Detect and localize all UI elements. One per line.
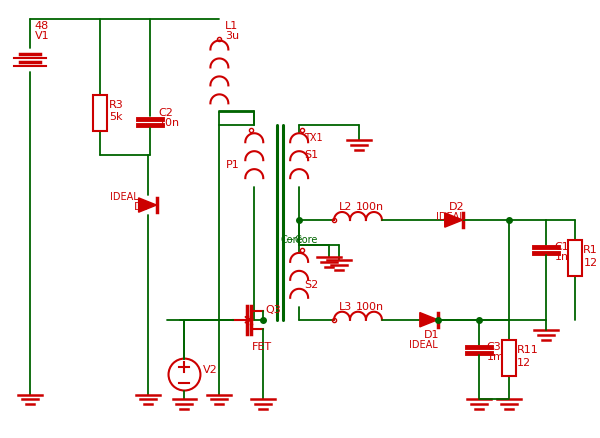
Text: R1: R1 (583, 245, 598, 255)
Text: IDEAL: IDEAL (409, 339, 437, 350)
Text: ─ Core: ─ Core (286, 235, 317, 245)
Text: L1: L1 (226, 21, 239, 31)
Text: S1: S1 (304, 150, 318, 160)
Text: 5k: 5k (109, 112, 122, 122)
Text: P1: P1 (226, 160, 240, 170)
Text: D3: D3 (134, 202, 149, 212)
Text: FET: FET (252, 342, 272, 352)
Text: Q3: Q3 (265, 305, 281, 315)
Text: 10n: 10n (158, 118, 179, 128)
Text: L2: L2 (339, 202, 352, 212)
Text: S2: S2 (304, 280, 319, 290)
Polygon shape (139, 198, 157, 212)
Text: Core: Core (280, 235, 302, 245)
Text: D1: D1 (424, 330, 439, 340)
Text: 12: 12 (517, 357, 530, 367)
Text: IDEAL: IDEAL (436, 212, 464, 222)
Text: C3: C3 (487, 342, 502, 352)
Polygon shape (420, 313, 438, 327)
Polygon shape (445, 213, 463, 227)
Bar (502, 339, 515, 375)
Bar (568, 240, 583, 276)
Text: C1: C1 (554, 242, 569, 252)
Text: 3u: 3u (226, 31, 239, 41)
Text: TX1: TX1 (304, 133, 323, 143)
Text: 48: 48 (35, 21, 49, 31)
Text: V2: V2 (202, 364, 217, 374)
Text: R3: R3 (109, 100, 124, 110)
Text: D2: D2 (449, 202, 464, 212)
Text: IDEAL: IDEAL (110, 192, 139, 202)
Text: V1: V1 (35, 31, 50, 41)
Text: 1m: 1m (487, 352, 505, 362)
Bar (93, 95, 107, 131)
Text: C2: C2 (158, 108, 173, 118)
Text: 12: 12 (583, 258, 598, 268)
Text: R11: R11 (517, 345, 538, 355)
Text: L3: L3 (339, 302, 352, 312)
Text: 100n: 100n (356, 202, 384, 212)
Text: 1m: 1m (554, 252, 572, 262)
Text: 100n: 100n (356, 302, 384, 312)
